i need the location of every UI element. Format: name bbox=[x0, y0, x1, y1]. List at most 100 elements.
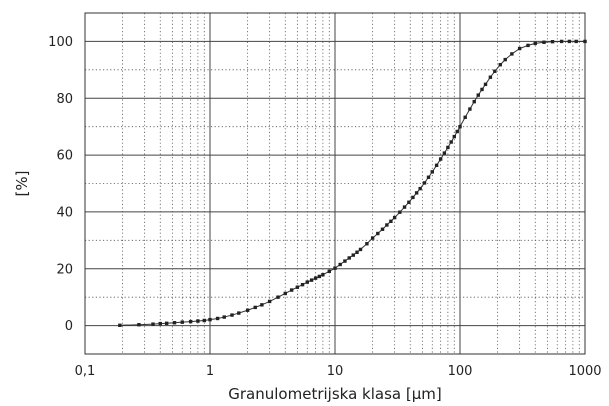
y-tick-label: 40 bbox=[56, 205, 73, 220]
data-point bbox=[385, 223, 389, 227]
data-point bbox=[376, 231, 380, 236]
data-point bbox=[137, 323, 141, 327]
data-point bbox=[398, 210, 402, 214]
data-point bbox=[550, 40, 555, 44]
data-point bbox=[267, 299, 272, 304]
data-point bbox=[253, 305, 257, 310]
data-point bbox=[446, 145, 450, 150]
data-point bbox=[510, 52, 514, 56]
data-point bbox=[452, 134, 456, 139]
data-point bbox=[118, 323, 122, 327]
y-tick-label: 100 bbox=[48, 35, 73, 50]
data-point bbox=[208, 317, 212, 322]
data-point bbox=[389, 219, 393, 223]
data-point bbox=[222, 315, 226, 319]
data-point bbox=[438, 157, 443, 161]
data-point bbox=[430, 170, 434, 174]
data-point bbox=[468, 107, 472, 111]
data-point bbox=[426, 175, 431, 179]
data-point bbox=[283, 291, 287, 296]
data-point bbox=[295, 285, 300, 289]
y-tick-label: 0 bbox=[65, 319, 73, 334]
y-tick-label: 80 bbox=[56, 92, 73, 107]
data-point bbox=[237, 311, 241, 315]
data-point bbox=[407, 200, 411, 204]
data-point bbox=[526, 43, 530, 48]
data-point bbox=[188, 319, 193, 324]
x-tick-label: 100 bbox=[448, 364, 473, 379]
data-point bbox=[313, 276, 318, 280]
data-point bbox=[380, 227, 385, 231]
data-point bbox=[358, 247, 363, 252]
data-point bbox=[476, 93, 480, 97]
data-point bbox=[402, 205, 407, 209]
data-point bbox=[230, 313, 234, 317]
data-point bbox=[483, 82, 488, 87]
data-point bbox=[158, 321, 162, 326]
data-point bbox=[347, 256, 351, 260]
data-point bbox=[458, 124, 462, 129]
y-tick-label: 60 bbox=[56, 149, 73, 164]
data-point bbox=[559, 39, 564, 44]
data-point bbox=[343, 259, 347, 263]
data-point bbox=[498, 63, 502, 67]
data-point bbox=[317, 274, 322, 279]
data-point bbox=[151, 322, 155, 326]
plot-frame bbox=[84, 12, 586, 355]
data-point bbox=[309, 278, 314, 282]
data-point bbox=[574, 39, 578, 44]
data-point bbox=[327, 269, 331, 274]
x-axis-label: Granulometrijska klasa [µm] bbox=[228, 385, 441, 403]
data-point bbox=[463, 115, 467, 119]
data-point bbox=[276, 295, 280, 299]
data-point bbox=[567, 39, 572, 44]
data-point bbox=[355, 250, 359, 254]
data-point bbox=[300, 282, 305, 287]
data-point bbox=[583, 39, 587, 44]
data-point bbox=[289, 288, 294, 292]
data-point bbox=[480, 87, 484, 92]
data-point bbox=[351, 253, 355, 257]
data-point bbox=[503, 57, 507, 62]
minor-grid bbox=[85, 13, 585, 354]
data-point bbox=[414, 191, 419, 195]
data-point bbox=[321, 273, 325, 277]
data-point bbox=[422, 181, 427, 185]
data-point bbox=[172, 321, 177, 325]
data-point bbox=[338, 262, 342, 267]
data-point bbox=[488, 75, 493, 79]
data-point bbox=[370, 236, 375, 240]
data-point bbox=[202, 318, 206, 323]
data-point bbox=[215, 316, 220, 321]
y-axis-label: [%] bbox=[13, 171, 31, 197]
data-point bbox=[449, 140, 453, 144]
data-point bbox=[180, 320, 184, 324]
x-tick-label: 1000 bbox=[568, 364, 601, 379]
data-point bbox=[542, 40, 546, 44]
data-point bbox=[533, 41, 537, 46]
x-tick-label: 10 bbox=[327, 364, 344, 379]
data-point bbox=[472, 99, 476, 104]
data-point bbox=[365, 242, 369, 246]
data-point bbox=[164, 321, 169, 326]
data-point bbox=[418, 186, 422, 191]
data-point bbox=[411, 195, 415, 200]
data-point bbox=[517, 46, 522, 51]
data-point bbox=[333, 266, 337, 270]
tick-labels: 0,1 1 10 100 1000 0 20 40 60 80 100 bbox=[48, 35, 601, 379]
data-point bbox=[305, 280, 309, 284]
data-point bbox=[392, 215, 397, 220]
data-point bbox=[434, 163, 439, 168]
y-tick-label: 20 bbox=[56, 262, 73, 277]
data-point bbox=[245, 308, 250, 312]
data-points bbox=[118, 39, 587, 327]
x-tick-label: 0,1 bbox=[75, 364, 96, 379]
x-tick-label: 1 bbox=[206, 364, 214, 379]
data-point bbox=[493, 69, 497, 73]
data-point bbox=[196, 319, 200, 323]
data-point bbox=[260, 303, 264, 307]
data-point bbox=[442, 151, 447, 155]
data-point bbox=[455, 129, 459, 134]
